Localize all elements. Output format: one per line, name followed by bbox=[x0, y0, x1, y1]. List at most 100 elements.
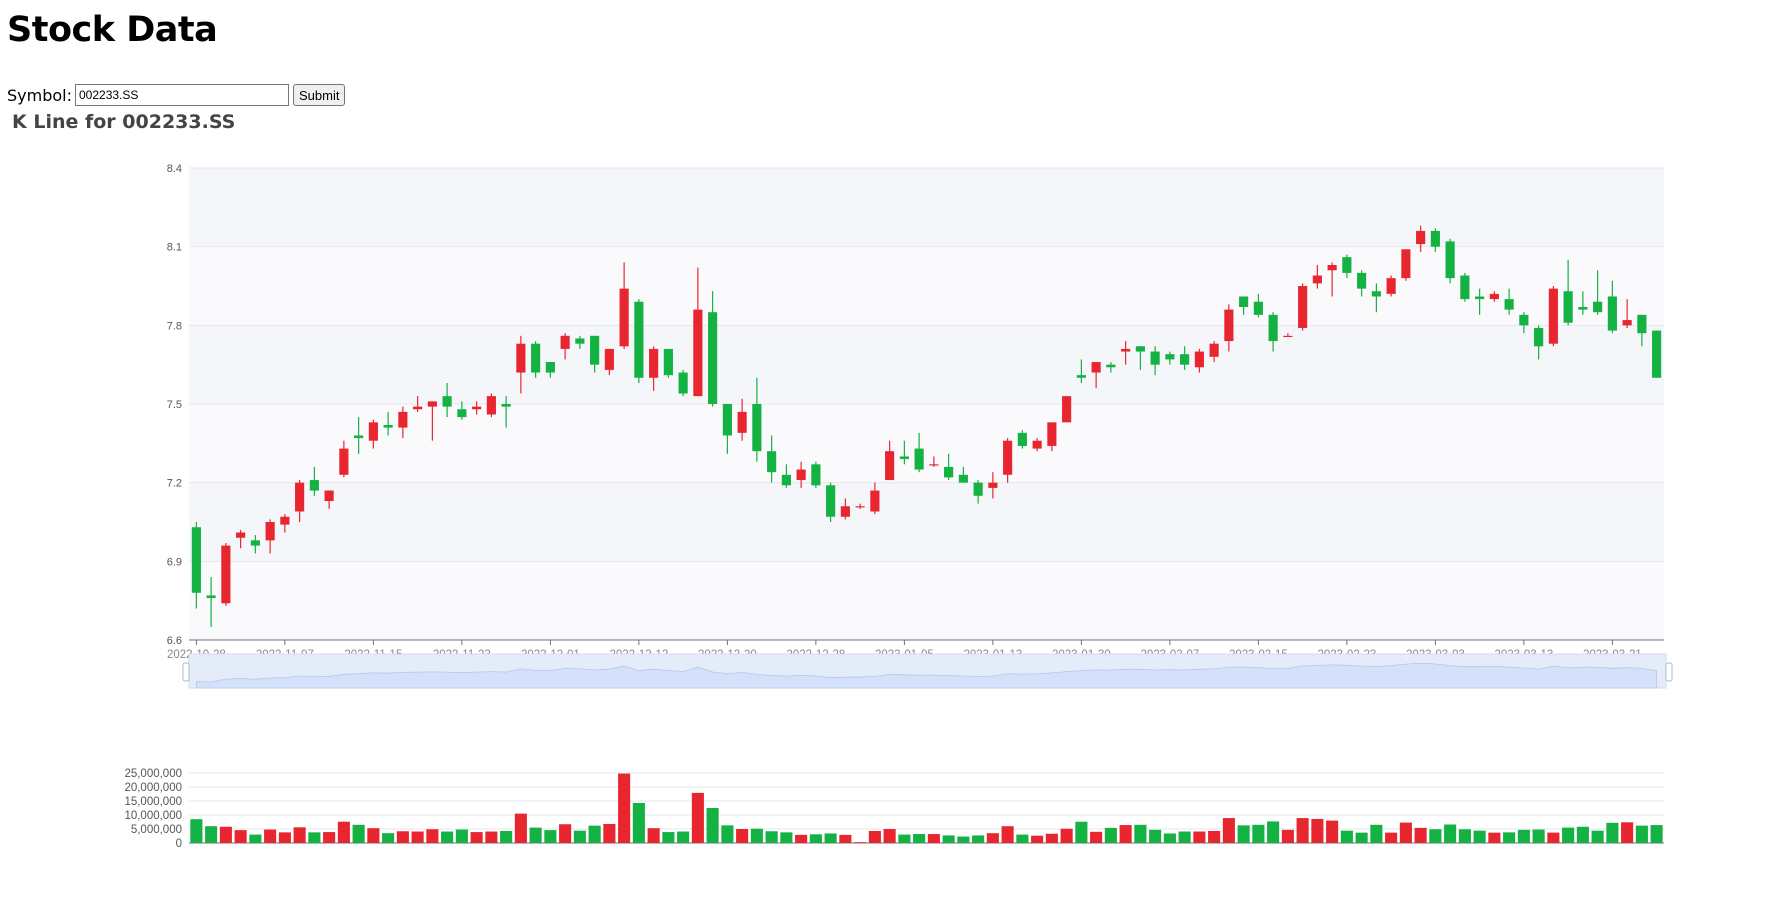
volume-bar[interactable] bbox=[824, 833, 837, 843]
volume-bar[interactable] bbox=[573, 830, 586, 843]
volume-bar[interactable] bbox=[1075, 821, 1088, 843]
candle[interactable] bbox=[1239, 296, 1249, 307]
volume-bar[interactable] bbox=[1370, 824, 1383, 843]
volume-bar[interactable] bbox=[1385, 832, 1398, 843]
candle[interactable] bbox=[1091, 362, 1101, 373]
volume-bar[interactable] bbox=[1311, 818, 1324, 843]
volume-bar[interactable] bbox=[1429, 829, 1442, 843]
candle[interactable] bbox=[191, 527, 201, 593]
volume-bar[interactable] bbox=[514, 813, 527, 843]
volume-bar[interactable] bbox=[1606, 822, 1619, 843]
volume-bar[interactable] bbox=[249, 834, 262, 843]
volume-bar[interactable] bbox=[1503, 832, 1516, 843]
candle[interactable] bbox=[383, 424, 393, 428]
candle[interactable] bbox=[531, 343, 541, 373]
candle[interactable] bbox=[752, 404, 762, 452]
volume-bar[interactable] bbox=[1399, 822, 1412, 843]
volume-bar[interactable] bbox=[1414, 827, 1427, 843]
volume-bar[interactable] bbox=[1149, 829, 1162, 843]
candle[interactable] bbox=[1563, 291, 1573, 323]
candle[interactable] bbox=[472, 406, 482, 410]
volume-bar[interactable] bbox=[1488, 832, 1501, 843]
candle[interactable] bbox=[619, 288, 629, 347]
volume-bar[interactable] bbox=[1163, 833, 1176, 843]
volume-bar[interactable] bbox=[441, 831, 454, 843]
candle[interactable] bbox=[413, 406, 423, 410]
volume-bar[interactable] bbox=[1296, 818, 1309, 843]
volume-bar[interactable] bbox=[264, 829, 277, 843]
candle[interactable] bbox=[1121, 348, 1131, 352]
candle[interactable] bbox=[1548, 288, 1558, 344]
candle[interactable] bbox=[899, 456, 909, 460]
candle[interactable] bbox=[1076, 375, 1086, 378]
volume-bar[interactable] bbox=[809, 834, 822, 843]
candle[interactable] bbox=[1504, 299, 1514, 310]
candle[interactable] bbox=[1150, 351, 1160, 365]
volume-bar[interactable] bbox=[1104, 827, 1117, 843]
volume-bar[interactable] bbox=[1473, 830, 1486, 843]
candle[interactable] bbox=[560, 335, 570, 349]
zoom-handle-right[interactable] bbox=[1665, 662, 1673, 682]
volume-bar[interactable] bbox=[323, 832, 336, 843]
candle[interactable] bbox=[1622, 320, 1632, 326]
volume-bar[interactable] bbox=[883, 829, 896, 843]
candle[interactable] bbox=[1224, 309, 1234, 342]
candle[interactable] bbox=[1342, 257, 1352, 273]
candle[interactable] bbox=[1519, 314, 1529, 326]
volume-bar[interactable] bbox=[1576, 826, 1589, 843]
candle[interactable] bbox=[958, 474, 968, 483]
candle[interactable] bbox=[354, 435, 364, 439]
candle[interactable] bbox=[1253, 301, 1263, 315]
candle[interactable] bbox=[324, 490, 334, 502]
candle[interactable] bbox=[516, 343, 526, 373]
volume-bar[interactable] bbox=[986, 833, 999, 843]
candle[interactable] bbox=[796, 469, 806, 481]
candle[interactable] bbox=[590, 335, 600, 365]
volume-bar[interactable] bbox=[706, 808, 719, 843]
volume-bar[interactable] bbox=[500, 830, 513, 843]
candle[interactable] bbox=[1475, 296, 1485, 300]
volume-bar[interactable] bbox=[219, 826, 232, 843]
volume-bar[interactable] bbox=[1444, 824, 1457, 843]
volume-bar[interactable] bbox=[839, 834, 852, 843]
candle[interactable] bbox=[1209, 343, 1219, 357]
volume-bar[interactable] bbox=[308, 832, 321, 843]
volume-bar[interactable] bbox=[662, 832, 675, 843]
candle[interactable] bbox=[1283, 335, 1293, 338]
volume-bar[interactable] bbox=[721, 825, 734, 843]
volume-bar[interactable] bbox=[1326, 820, 1339, 843]
candle[interactable] bbox=[678, 372, 688, 394]
candle[interactable] bbox=[737, 411, 747, 433]
candle[interactable] bbox=[693, 309, 703, 397]
candle[interactable] bbox=[1032, 440, 1042, 449]
volume-bar[interactable] bbox=[529, 827, 542, 843]
candle[interactable] bbox=[1312, 275, 1322, 284]
candle[interactable] bbox=[1298, 286, 1308, 328]
volume-bar[interactable] bbox=[691, 792, 704, 843]
volume-bar[interactable] bbox=[1355, 832, 1368, 843]
volume-bar[interactable] bbox=[1208, 830, 1221, 843]
volume-bar[interactable] bbox=[234, 830, 247, 843]
volume-bar[interactable] bbox=[544, 830, 557, 843]
candle[interactable] bbox=[221, 545, 231, 604]
candle[interactable] bbox=[1460, 275, 1470, 300]
volume-bar[interactable] bbox=[352, 824, 365, 843]
symbol-input[interactable] bbox=[75, 84, 289, 106]
candle[interactable] bbox=[486, 396, 496, 415]
candle[interactable] bbox=[1593, 301, 1603, 313]
volume-bar[interactable] bbox=[927, 834, 940, 843]
volume-bar[interactable] bbox=[632, 802, 645, 843]
candle[interactable] bbox=[1357, 272, 1367, 289]
volume-bar[interactable] bbox=[278, 832, 291, 843]
volume-bar[interactable] bbox=[854, 842, 867, 843]
volume-bar[interactable] bbox=[337, 821, 350, 843]
zoom-handle-left[interactable] bbox=[182, 662, 190, 682]
volume-bar[interactable] bbox=[1060, 828, 1073, 843]
volume-bar[interactable] bbox=[765, 831, 778, 843]
volume-bar[interactable] bbox=[1045, 833, 1058, 843]
volume-bar[interactable] bbox=[1458, 829, 1471, 843]
volume-bar[interactable] bbox=[1635, 825, 1648, 843]
volume-bar[interactable] bbox=[1547, 832, 1560, 843]
candle[interactable] bbox=[870, 490, 880, 512]
candle[interactable] bbox=[236, 532, 246, 538]
